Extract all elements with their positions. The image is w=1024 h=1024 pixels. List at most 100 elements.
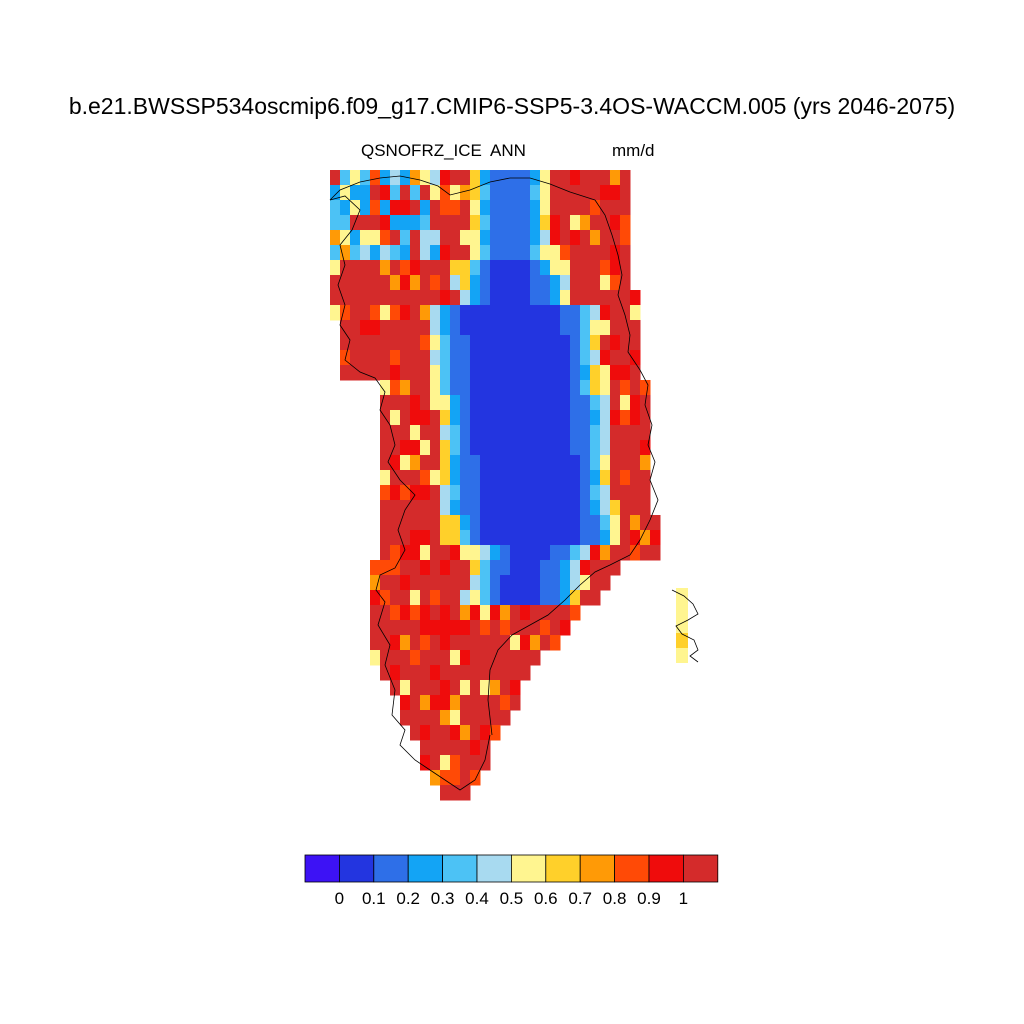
map-cell bbox=[420, 380, 431, 396]
map-cell bbox=[340, 260, 351, 276]
map-cell bbox=[540, 500, 551, 516]
map-cell bbox=[330, 215, 341, 231]
map-cell bbox=[600, 365, 611, 381]
map-cell bbox=[580, 515, 591, 531]
map-cell bbox=[450, 170, 461, 186]
map-cell bbox=[510, 575, 521, 591]
map-cell bbox=[590, 515, 601, 531]
map-cell bbox=[570, 290, 581, 306]
map-cell bbox=[350, 365, 361, 381]
season-label: ANN bbox=[490, 141, 526, 160]
map-cell bbox=[430, 755, 441, 771]
colorbar-box bbox=[579, 854, 616, 883]
map-cell bbox=[560, 185, 571, 201]
map-cell bbox=[450, 350, 461, 366]
map-cell bbox=[560, 335, 571, 351]
map-cell bbox=[350, 200, 361, 216]
map-cell bbox=[520, 185, 531, 201]
map-cell bbox=[340, 230, 351, 246]
map-cell bbox=[590, 170, 601, 186]
map-cell bbox=[600, 395, 611, 411]
map-cell bbox=[510, 455, 521, 471]
map-cell bbox=[570, 380, 581, 396]
map-cell bbox=[600, 455, 611, 471]
map-cell bbox=[590, 485, 601, 501]
map-cell bbox=[500, 605, 511, 621]
map-cell bbox=[390, 680, 401, 696]
map-cell bbox=[370, 560, 381, 576]
map-cell bbox=[420, 665, 431, 681]
map-cell bbox=[490, 365, 501, 381]
map-cell bbox=[540, 545, 551, 561]
map-cell bbox=[490, 290, 501, 306]
map-cell bbox=[500, 560, 511, 576]
map-cell bbox=[620, 425, 631, 441]
map-cell bbox=[500, 665, 511, 681]
map-cell bbox=[340, 200, 351, 216]
map-cell bbox=[550, 545, 561, 561]
map-cell bbox=[540, 410, 551, 426]
map-cell bbox=[360, 365, 371, 381]
map-cell bbox=[500, 650, 511, 666]
map-cell bbox=[550, 395, 561, 411]
map-cell bbox=[350, 185, 361, 201]
map-cell bbox=[390, 275, 401, 291]
map-cell bbox=[380, 185, 391, 201]
colorbar-box bbox=[510, 854, 547, 883]
map-cell bbox=[370, 230, 381, 246]
map-cell bbox=[470, 275, 481, 291]
map-cell bbox=[540, 530, 551, 546]
map-cell bbox=[620, 545, 631, 561]
map-cell bbox=[460, 245, 471, 261]
map-cell bbox=[370, 365, 381, 381]
map-cell bbox=[430, 605, 441, 621]
map-cell bbox=[460, 200, 471, 216]
map-cell bbox=[390, 395, 401, 411]
map-cell bbox=[400, 650, 411, 666]
map-cell bbox=[340, 365, 351, 381]
map-cell bbox=[450, 575, 461, 591]
map-cell bbox=[510, 425, 521, 441]
map-cell bbox=[390, 305, 401, 321]
map-cell bbox=[620, 410, 631, 426]
map-cell bbox=[470, 770, 481, 786]
map-cell bbox=[580, 590, 591, 606]
map-cell bbox=[460, 455, 471, 471]
map-cell bbox=[520, 470, 531, 486]
map-cell bbox=[420, 335, 431, 351]
map-cell bbox=[380, 260, 391, 276]
map-cell bbox=[600, 500, 611, 516]
map-cell bbox=[550, 635, 561, 651]
map-cell bbox=[610, 560, 621, 576]
map-cell bbox=[360, 350, 371, 366]
map-cell bbox=[380, 530, 391, 546]
map-cell bbox=[360, 230, 371, 246]
map-cell bbox=[540, 485, 551, 501]
map-cell bbox=[410, 185, 421, 201]
map-cell bbox=[580, 470, 591, 486]
map-cell bbox=[480, 440, 491, 456]
map-cell bbox=[450, 620, 461, 636]
map-cell bbox=[520, 515, 531, 531]
map-cell bbox=[550, 305, 561, 321]
map-cell bbox=[400, 485, 411, 501]
map-cell bbox=[450, 365, 461, 381]
map-cell bbox=[560, 530, 571, 546]
map-cell bbox=[380, 395, 391, 411]
map-cell bbox=[600, 260, 611, 276]
map-cell bbox=[460, 425, 471, 441]
map-cell bbox=[450, 725, 461, 741]
map-cell bbox=[480, 515, 491, 531]
map-cell bbox=[440, 350, 451, 366]
map-cell bbox=[490, 515, 501, 531]
map-cell bbox=[676, 588, 688, 603]
map-cell bbox=[500, 395, 511, 411]
map-cell bbox=[420, 245, 431, 261]
map-cell bbox=[390, 215, 401, 231]
map-cell bbox=[370, 320, 381, 336]
map-cell bbox=[450, 710, 461, 726]
map-cell bbox=[530, 335, 541, 351]
map-cell bbox=[430, 665, 441, 681]
map-cell bbox=[400, 515, 411, 531]
map-cell bbox=[350, 305, 361, 321]
